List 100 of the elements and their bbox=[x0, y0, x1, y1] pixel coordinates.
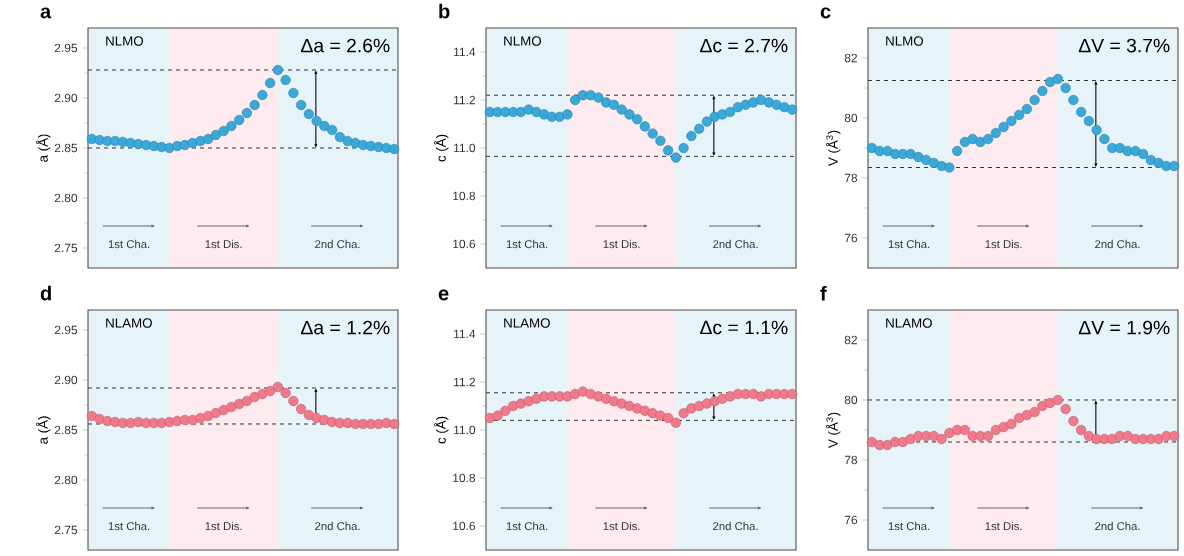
point bbox=[1068, 415, 1079, 427]
point bbox=[296, 403, 307, 415]
y-tick-label: 2.80 bbox=[54, 475, 78, 485]
annotation: 1st Dis. bbox=[985, 521, 1022, 531]
annotation: 2nd Cha. bbox=[1095, 521, 1140, 531]
point bbox=[787, 388, 798, 400]
annotation: 1st Dis. bbox=[205, 239, 242, 249]
y-tick-label: 11.0 bbox=[454, 425, 476, 435]
point bbox=[531, 393, 542, 404]
chart-title: d bbox=[40, 285, 51, 301]
point bbox=[1029, 94, 1040, 106]
point bbox=[990, 127, 1001, 139]
point bbox=[1076, 424, 1087, 436]
point bbox=[1099, 133, 1110, 145]
annotation: Δc = 2.7% bbox=[700, 38, 788, 53]
point bbox=[983, 133, 994, 145]
annotation: 1st Cha. bbox=[108, 521, 150, 531]
point bbox=[1029, 406, 1040, 418]
y-tick-label: 2.95 bbox=[54, 325, 78, 335]
point bbox=[686, 130, 697, 142]
point bbox=[234, 114, 245, 126]
point bbox=[226, 401, 237, 413]
point bbox=[570, 94, 581, 106]
point bbox=[1006, 115, 1017, 127]
point bbox=[531, 106, 542, 118]
chart-title: c bbox=[820, 7, 831, 19]
point bbox=[663, 412, 674, 424]
point bbox=[983, 430, 994, 442]
annotation: 2nd Cha. bbox=[1095, 239, 1140, 249]
point bbox=[882, 439, 893, 451]
y-tick-label: 10.6 bbox=[453, 521, 476, 531]
y-tick-label: 10.8 bbox=[453, 473, 476, 483]
point bbox=[639, 121, 650, 132]
point bbox=[882, 145, 893, 157]
y-tick-label: 80 bbox=[844, 395, 858, 405]
point bbox=[1045, 397, 1056, 409]
point bbox=[241, 395, 252, 407]
point bbox=[1045, 76, 1056, 88]
annotation: 2nd Cha. bbox=[713, 239, 758, 249]
annotation: 1st Dis. bbox=[985, 239, 1022, 249]
point bbox=[601, 97, 612, 108]
point bbox=[1014, 412, 1025, 424]
y-axis-title: c (Å) bbox=[434, 134, 449, 162]
point bbox=[1052, 394, 1063, 406]
point bbox=[311, 115, 322, 127]
y-axis-title: V (Å$^{3}$) bbox=[826, 130, 841, 167]
annotation: Δc = 1.1% bbox=[700, 320, 788, 335]
point bbox=[1021, 103, 1032, 115]
y-tick-label: 76 bbox=[844, 233, 858, 243]
annotation: 1st Dis. bbox=[603, 521, 640, 531]
point bbox=[944, 162, 955, 173]
point bbox=[389, 143, 400, 155]
annotation: ΔV = 3.7% bbox=[1078, 38, 1170, 53]
annotation: 2nd Cha. bbox=[315, 521, 360, 531]
point bbox=[952, 145, 963, 157]
point bbox=[1091, 124, 1102, 136]
annotation: 1st Cha. bbox=[108, 239, 150, 249]
y-axis-title: c (Å) bbox=[434, 416, 449, 444]
point bbox=[632, 403, 643, 414]
point bbox=[632, 114, 643, 125]
point bbox=[913, 151, 924, 163]
point bbox=[1060, 82, 1071, 94]
point bbox=[647, 128, 658, 139]
point bbox=[280, 387, 291, 399]
y-axis-title: V (Å$^{3}$) bbox=[826, 412, 841, 449]
point bbox=[1052, 73, 1063, 85]
annotation: NLMO bbox=[886, 36, 923, 46]
point bbox=[678, 408, 689, 419]
point bbox=[234, 398, 245, 410]
annotation: 1st Cha. bbox=[888, 521, 930, 531]
chart-title: b bbox=[439, 3, 450, 19]
point bbox=[288, 87, 299, 99]
point bbox=[539, 109, 550, 120]
y-tick-label: 11.0 bbox=[454, 143, 476, 153]
point bbox=[249, 99, 260, 111]
point bbox=[725, 106, 736, 118]
chart-title: f bbox=[820, 285, 827, 301]
point bbox=[500, 405, 511, 416]
point bbox=[265, 385, 276, 397]
annotation: 1st Dis. bbox=[205, 521, 242, 531]
point bbox=[936, 433, 947, 445]
y-tick-label: 11.2 bbox=[454, 377, 475, 387]
point bbox=[389, 418, 400, 430]
point bbox=[787, 104, 798, 115]
y-axis-title: a (Å) bbox=[36, 416, 51, 444]
point bbox=[959, 424, 970, 436]
y-tick-label: 82 bbox=[844, 335, 857, 345]
point bbox=[975, 136, 986, 148]
point bbox=[203, 410, 214, 422]
point bbox=[1037, 85, 1048, 97]
point bbox=[779, 102, 790, 113]
y-tick-label: 2.90 bbox=[54, 93, 78, 103]
point bbox=[624, 109, 635, 120]
y-tick-label: 10.6 bbox=[453, 239, 476, 249]
annotation: 2nd Cha. bbox=[713, 521, 758, 531]
y-tick-label: 2.85 bbox=[54, 425, 78, 435]
annotation: 2nd Cha. bbox=[315, 239, 360, 249]
y-tick-label: 2.85 bbox=[54, 143, 78, 153]
y-tick-label: 11.4 bbox=[454, 47, 476, 57]
y-tick-label: 10.8 bbox=[453, 191, 476, 201]
